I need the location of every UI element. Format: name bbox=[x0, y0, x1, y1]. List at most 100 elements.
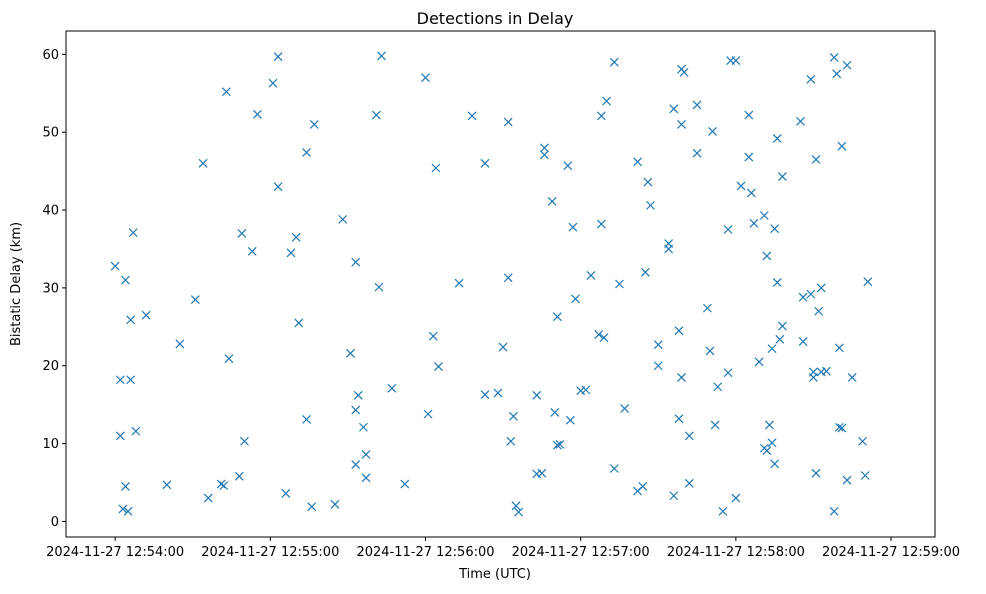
data-point-marker bbox=[273, 52, 283, 62]
data-point-marker bbox=[811, 468, 821, 478]
data-point-marker bbox=[821, 366, 831, 376]
data-point-marker bbox=[480, 390, 490, 399]
data-point-marker bbox=[126, 375, 136, 385]
data-point-marker bbox=[351, 405, 361, 415]
data-point-marker bbox=[361, 473, 371, 483]
data-point-marker bbox=[431, 163, 441, 173]
data-point-marker bbox=[811, 155, 821, 164]
data-point-marker bbox=[770, 459, 780, 469]
data-point-marker bbox=[467, 111, 477, 121]
data-point-marker bbox=[387, 383, 397, 393]
data-point-marker bbox=[602, 96, 611, 106]
data-point-marker bbox=[677, 119, 686, 129]
y-tick-label: 30 bbox=[42, 281, 59, 296]
data-point-marker bbox=[832, 69, 842, 79]
data-point-marker bbox=[796, 116, 805, 126]
data-point-marker bbox=[371, 110, 381, 120]
data-point-marker bbox=[744, 110, 754, 120]
data-point-marker bbox=[674, 414, 684, 424]
data-point-marker bbox=[772, 278, 782, 287]
data-point-marker bbox=[860, 471, 870, 480]
data-point-marker bbox=[216, 479, 226, 489]
data-point-marker bbox=[247, 246, 257, 256]
data-point-marker bbox=[219, 481, 229, 491]
data-point-marker bbox=[351, 460, 361, 470]
x-axis-label: Time (UTC) bbox=[458, 567, 531, 582]
data-point-marker bbox=[814, 306, 824, 316]
data-point-marker bbox=[537, 468, 547, 478]
data-point-marker bbox=[692, 148, 702, 158]
data-point-marker bbox=[374, 282, 384, 292]
data-point-marker bbox=[596, 219, 606, 229]
x-tick-label: 2024-11-27 12:55:00 bbox=[201, 545, 339, 560]
x-tick-label: 2024-11-27 12:59:00 bbox=[822, 545, 960, 560]
data-point-marker bbox=[568, 222, 578, 232]
data-point-marker bbox=[540, 143, 549, 153]
data-point-marker bbox=[746, 188, 756, 198]
data-point-marker bbox=[203, 493, 213, 503]
data-point-marker bbox=[762, 446, 772, 456]
data-point-marker bbox=[762, 251, 772, 261]
data-point-marker bbox=[359, 422, 368, 432]
data-point-marker bbox=[653, 340, 663, 350]
data-point-marker bbox=[121, 275, 130, 285]
data-point-marker bbox=[330, 499, 340, 509]
data-point-marker bbox=[731, 56, 741, 66]
data-point-marker bbox=[620, 404, 630, 413]
data-point-marker bbox=[509, 411, 518, 421]
data-point-marker bbox=[234, 471, 244, 481]
data-point-marker bbox=[377, 51, 386, 61]
data-point-marker bbox=[493, 388, 503, 398]
data-point-marker bbox=[454, 278, 464, 288]
data-point-marker bbox=[586, 271, 596, 280]
data-point-marker bbox=[361, 450, 371, 459]
data-point-marker bbox=[829, 506, 839, 516]
data-point-marker bbox=[684, 478, 694, 488]
data-point-marker bbox=[842, 60, 852, 70]
y-tick-label: 50 bbox=[42, 126, 59, 141]
data-point-marker bbox=[713, 382, 723, 392]
x-axis-ticks: 2024-11-27 12:54:00 2024-11-27 12:55:00 20… bbox=[46, 537, 960, 560]
data-point-marker bbox=[503, 273, 513, 283]
data-point-marker bbox=[705, 346, 715, 356]
data-point-marker bbox=[798, 292, 808, 302]
data-point-marker bbox=[858, 436, 868, 446]
data-point-marker bbox=[550, 408, 560, 417]
data-point-marker bbox=[646, 200, 655, 210]
data-point-marker bbox=[110, 261, 120, 271]
y-tick-label: 0 bbox=[51, 515, 59, 530]
data-point-marker bbox=[221, 87, 231, 97]
data-point-marker bbox=[421, 73, 430, 83]
data-point-marker bbox=[571, 294, 580, 304]
data-point-marker bbox=[302, 415, 311, 424]
data-point-marker bbox=[731, 493, 741, 503]
data-point-marker bbox=[131, 426, 141, 436]
data-point-marker bbox=[640, 267, 650, 277]
data-point-marker bbox=[702, 303, 712, 313]
data-point-marker bbox=[767, 344, 777, 354]
chart-title: Detections in Delay bbox=[417, 9, 574, 28]
data-point-marker bbox=[338, 214, 348, 224]
data-point-marker bbox=[115, 431, 125, 441]
y-tick-label: 40 bbox=[42, 204, 59, 219]
data-point-marker bbox=[723, 368, 733, 378]
data-point-marker bbox=[480, 158, 490, 168]
data-point-marker bbox=[615, 279, 624, 289]
data-point-marker bbox=[736, 181, 746, 191]
data-point-marker bbox=[837, 141, 847, 151]
data-point-marker bbox=[115, 375, 125, 385]
data-point-marker bbox=[809, 367, 818, 377]
data-point-marker bbox=[718, 506, 728, 516]
data-point-marker bbox=[638, 481, 648, 491]
data-point-marker bbox=[775, 334, 785, 344]
data-point-marker bbox=[511, 501, 521, 511]
data-point-marker bbox=[594, 330, 604, 340]
data-point-marker bbox=[599, 333, 609, 343]
y-axis-label: Bistatic Delay (km) bbox=[9, 222, 24, 346]
data-point-marker bbox=[563, 161, 573, 171]
data-point-marker bbox=[423, 409, 433, 419]
data-point-marker bbox=[552, 440, 562, 450]
data-point-marker bbox=[669, 491, 679, 501]
data-point-marker bbox=[847, 372, 857, 382]
